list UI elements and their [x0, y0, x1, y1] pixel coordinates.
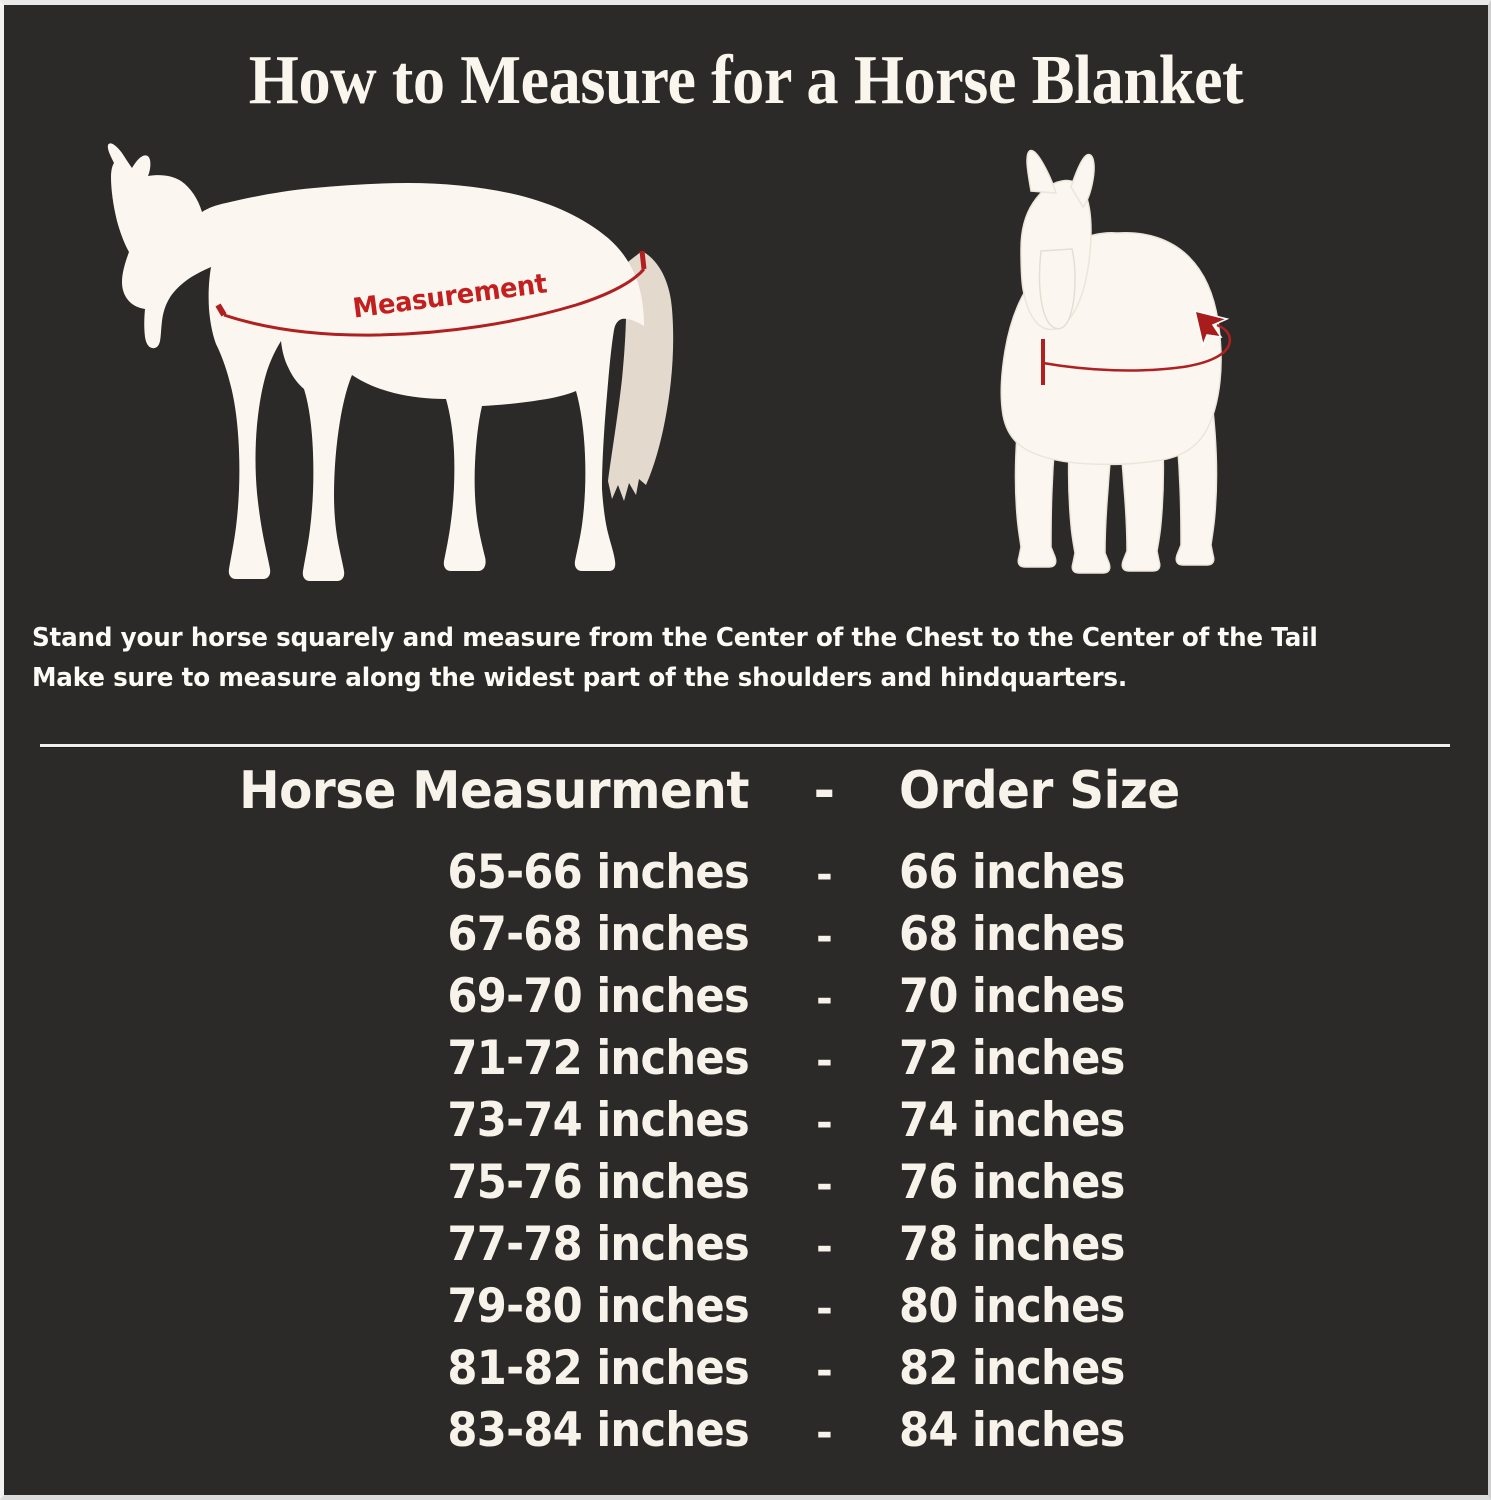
- cell-order-size: 72 inches: [899, 1031, 1125, 1086]
- cell-order-size: 74 inches: [899, 1093, 1125, 1148]
- cell-separator: -: [816, 1100, 833, 1146]
- cell-measurement: 69-70 inches: [447, 969, 749, 1024]
- cell-separator: -: [816, 914, 833, 960]
- table-row: 83-84 inches - 84 inches: [4, 1403, 1488, 1465]
- cell-measurement: 71-72 inches: [447, 1031, 749, 1086]
- cell-order-size: 78 inches: [899, 1217, 1125, 1272]
- header-order-size: Order Size: [899, 761, 1180, 821]
- horse-side-view: Measurement: [66, 133, 706, 583]
- instructions-line-2: Make sure to measure along the widest pa…: [32, 663, 1128, 693]
- table-row: 75-76 inches - 76 inches: [4, 1155, 1488, 1217]
- horse-body: [107, 143, 645, 581]
- measurement-line: [215, 250, 647, 337]
- cell-measurement: 73-74 inches: [447, 1093, 749, 1148]
- instructions: Stand your horse squarely and measure fr…: [32, 618, 1412, 698]
- cell-separator: -: [816, 1410, 833, 1456]
- cell-measurement: 83-84 inches: [447, 1403, 749, 1458]
- cell-measurement: 67-68 inches: [447, 907, 749, 962]
- table-row: 65-66 inches - 66 inches: [4, 845, 1488, 907]
- cell-measurement: 65-66 inches: [447, 845, 749, 900]
- header-horse-measurement: Horse Measurment: [239, 761, 750, 821]
- horse-tail: [608, 251, 674, 501]
- horse-rear-view: [959, 139, 1279, 589]
- cell-separator: -: [816, 1038, 833, 1084]
- cell-separator: -: [816, 1224, 833, 1270]
- cell-measurement: 79-80 inches: [447, 1279, 749, 1334]
- cell-order-size: 80 inches: [899, 1279, 1125, 1334]
- cell-order-size: 70 inches: [899, 969, 1125, 1024]
- arrow-head: [1193, 309, 1230, 348]
- cell-order-size: 68 inches: [899, 907, 1125, 962]
- table-row: 79-80 inches - 80 inches: [4, 1279, 1488, 1341]
- cell-separator: -: [816, 1162, 833, 1208]
- cell-separator: -: [816, 976, 833, 1022]
- cell-order-size: 82 inches: [899, 1341, 1125, 1396]
- table-row: 73-74 inches - 74 inches: [4, 1093, 1488, 1155]
- table-row: 67-68 inches - 68 inches: [4, 907, 1488, 969]
- table-row: 69-70 inches - 70 inches: [4, 969, 1488, 1031]
- horse-rear-head: [1020, 149, 1095, 331]
- cell-separator: -: [816, 1286, 833, 1332]
- cell-measurement: 77-78 inches: [447, 1217, 749, 1272]
- cell-order-size: 84 inches: [899, 1403, 1125, 1458]
- table-row: 71-72 inches - 72 inches: [4, 1031, 1488, 1093]
- measurement-arrow: [1041, 323, 1232, 385]
- cell-measurement: 75-76 inches: [447, 1155, 749, 1210]
- size-chart-table: Horse Measurment - Order Size 65-66 inch…: [4, 761, 1488, 1465]
- cell-measurement: 81-82 inches: [447, 1341, 749, 1396]
- cell-separator: -: [816, 1348, 833, 1394]
- table-row: 81-82 inches - 82 inches: [4, 1341, 1488, 1403]
- page-title: How to Measure for a Horse Blanket: [248, 42, 1244, 119]
- illustration-area: Measurement: [4, 133, 1488, 603]
- cell-separator: -: [816, 852, 833, 898]
- cell-order-size: 66 inches: [899, 845, 1125, 900]
- section-divider: [40, 744, 1450, 747]
- table-row: 77-78 inches - 78 inches: [4, 1217, 1488, 1279]
- header-separator: -: [813, 761, 835, 821]
- cell-order-size: 76 inches: [899, 1155, 1125, 1210]
- table-header-row: Horse Measurment - Order Size: [4, 761, 1488, 845]
- instructions-line-1: Stand your horse squarely and measure fr…: [32, 623, 1318, 653]
- guide-canvas: How to Measure for a Horse Blanket: [4, 5, 1488, 1495]
